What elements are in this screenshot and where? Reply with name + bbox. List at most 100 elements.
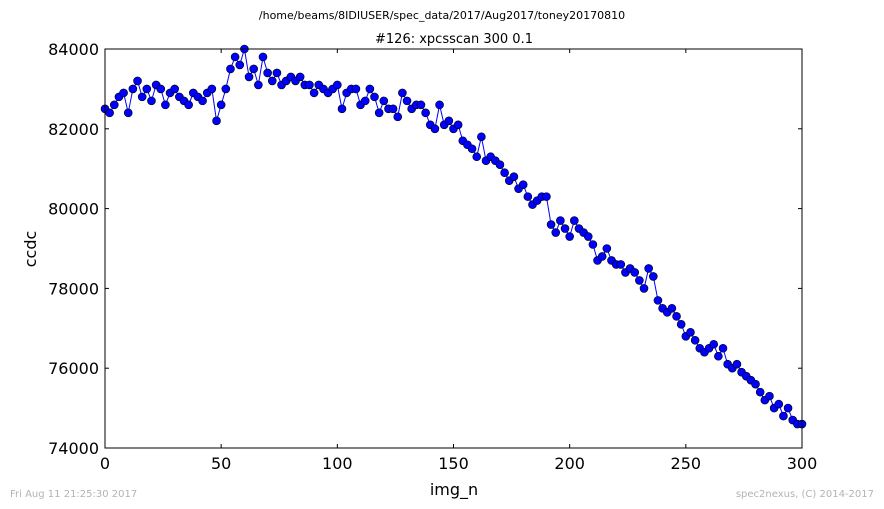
x-tick-label: 150 <box>438 454 469 473</box>
data-point <box>147 96 156 106</box>
data-point <box>133 76 142 86</box>
data-point <box>430 124 440 134</box>
data-point <box>272 68 282 78</box>
data-point <box>686 327 695 337</box>
data-point <box>221 84 231 94</box>
data-point <box>184 100 193 110</box>
x-tick-label: 200 <box>554 454 585 473</box>
data-point <box>435 100 444 110</box>
y-tick-label: 78000 <box>48 279 99 298</box>
data-point <box>365 84 375 94</box>
data-point <box>258 52 268 62</box>
data-point <box>639 284 649 293</box>
data-point <box>653 296 663 305</box>
data-point <box>477 132 486 142</box>
data-point <box>779 411 788 421</box>
data-point <box>398 88 407 98</box>
data-point <box>119 88 128 98</box>
data-point <box>360 96 370 106</box>
data-point <box>374 108 384 118</box>
data-point <box>216 100 226 110</box>
data-point <box>783 403 793 413</box>
series-line <box>104 48 802 425</box>
y-tick-label: 76000 <box>48 359 99 378</box>
data-point <box>370 92 379 102</box>
data-point <box>644 264 653 273</box>
chart-suptitle: /home/beams/8IDIUSER/spec_data/2017/Aug2… <box>259 9 625 22</box>
data-point <box>495 160 505 170</box>
y-axis-label: ccdc <box>21 231 40 268</box>
data-point <box>421 108 430 118</box>
data-point <box>295 72 305 82</box>
data-point <box>444 116 454 126</box>
data-point <box>551 228 561 237</box>
data-point <box>351 84 361 94</box>
x-tick-label: 100 <box>322 454 353 473</box>
data-point <box>732 359 742 369</box>
data-point <box>755 387 765 397</box>
x-tick-label: 250 <box>671 454 702 473</box>
data-point <box>635 276 644 285</box>
data-point <box>597 252 607 261</box>
data-point <box>333 80 342 90</box>
data-point <box>105 108 114 118</box>
data-point <box>523 192 533 201</box>
footer-timestamp: Fri Aug 11 21:25:30 2017 <box>10 489 137 500</box>
data-point <box>337 104 347 114</box>
data-point <box>500 168 509 177</box>
data-point <box>254 80 263 90</box>
x-axis: 0 50 100 150 200 250 300 <box>100 49 817 473</box>
data-point <box>156 84 166 94</box>
data-point <box>198 96 207 106</box>
data-point <box>472 152 482 162</box>
data-point <box>542 192 551 201</box>
data-point <box>718 343 728 353</box>
data-point <box>672 312 681 321</box>
data-point <box>305 80 314 90</box>
data-point <box>393 112 403 122</box>
data-point <box>137 92 147 102</box>
data-point <box>709 339 719 349</box>
data-point <box>649 272 658 281</box>
data-point <box>467 144 477 154</box>
data-point <box>774 399 784 409</box>
plot-frame <box>104 48 803 449</box>
data-point <box>230 52 240 62</box>
data-point <box>714 351 723 361</box>
data-point <box>244 72 254 82</box>
data-point <box>263 68 272 78</box>
data-point <box>379 96 389 106</box>
plot-marks <box>100 44 807 429</box>
data-point <box>388 104 398 114</box>
data-point <box>309 88 319 98</box>
y-tick-label: 74000 <box>48 439 99 458</box>
footer-credit: spec2nexus, (C) 2014-2017 <box>736 489 874 500</box>
data-point <box>161 100 170 110</box>
x-tick-label: 0 <box>100 454 110 473</box>
data-point <box>109 100 119 110</box>
y-tick-label: 82000 <box>48 120 99 139</box>
data-point <box>249 64 258 74</box>
y-axis: 74000 76000 78000 80000 82000 84000 <box>48 40 802 458</box>
data-point <box>570 216 579 225</box>
x-axis-label: img_n <box>430 480 478 500</box>
data-point <box>751 379 760 389</box>
data-point <box>128 84 138 94</box>
data-point <box>518 180 528 189</box>
data-point <box>556 216 565 225</box>
data-point <box>235 60 245 70</box>
data-point <box>207 84 217 94</box>
data-point <box>170 84 179 94</box>
data-point <box>267 76 277 86</box>
data-point <box>123 108 133 118</box>
data-point <box>616 260 626 269</box>
data-point <box>226 64 235 74</box>
data-point <box>765 391 774 401</box>
x-tick-label: 300 <box>787 454 818 473</box>
data-point <box>142 84 152 94</box>
data-point <box>690 335 700 345</box>
data-point <box>509 172 519 181</box>
data-point <box>546 220 556 229</box>
data-point <box>212 116 221 126</box>
